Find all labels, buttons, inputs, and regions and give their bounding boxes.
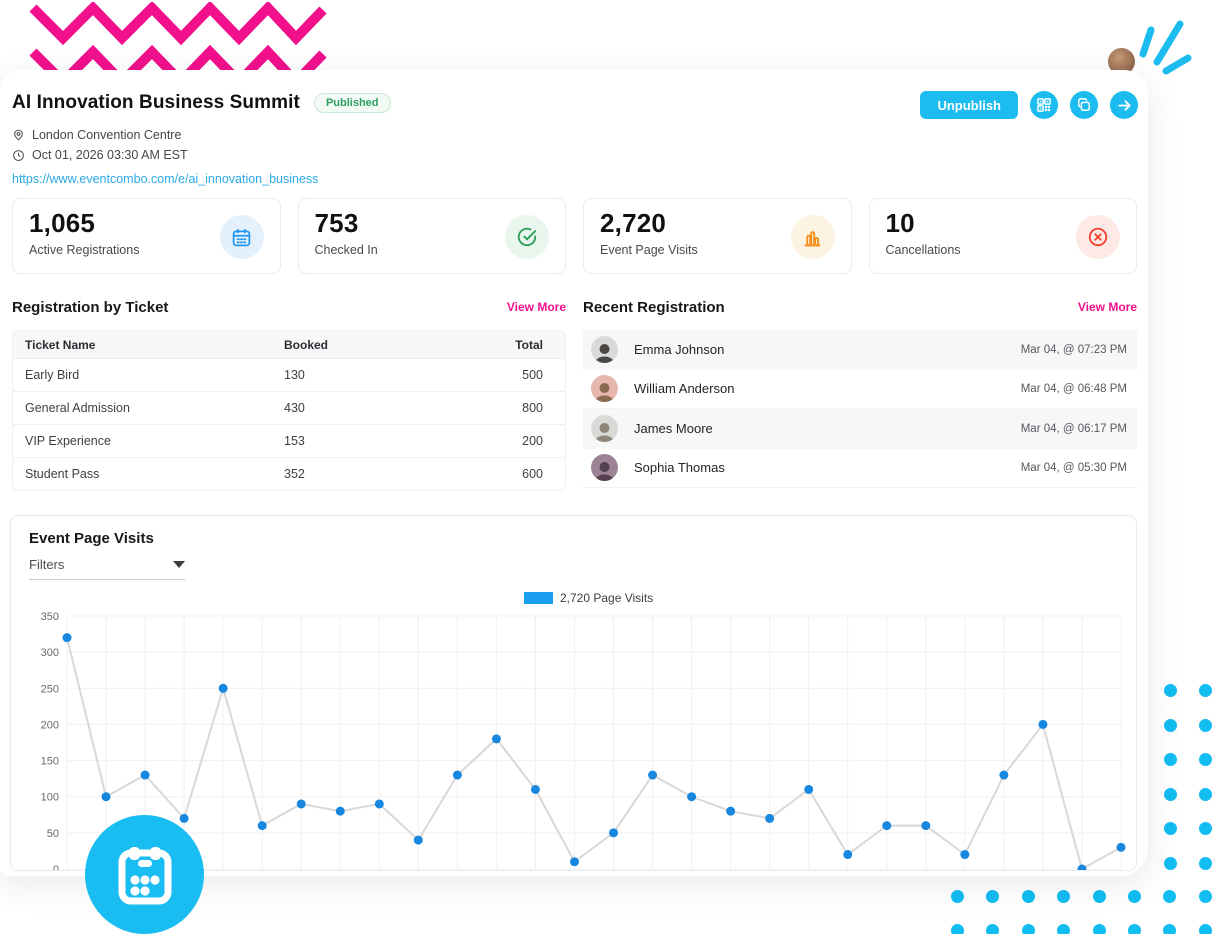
recent-view-more-link[interactable]: View More bbox=[1077, 300, 1137, 314]
avatar bbox=[591, 454, 618, 482]
go-to-event-button[interactable] bbox=[1110, 91, 1138, 119]
stat-value: 753 bbox=[314, 208, 359, 238]
filters-label: Filters bbox=[29, 557, 65, 572]
copy-icon bbox=[1078, 98, 1090, 111]
event-location-text: London Convention Centre bbox=[32, 128, 182, 142]
calendar-grid-icon bbox=[118, 846, 171, 904]
column-header-booked: Booked bbox=[284, 337, 329, 352]
svg-text:300: 300 bbox=[41, 647, 59, 659]
stat-value: 2,720 bbox=[600, 208, 667, 238]
qr-code-button[interactable] bbox=[1030, 91, 1058, 119]
chart-legend: 2,720 Page Visits bbox=[524, 591, 653, 605]
registration-time: Mar 04, @ 07:23 PM bbox=[1020, 343, 1127, 356]
stat-label: Event Page Visits bbox=[600, 243, 698, 257]
event-datetime-text: Oct 01, 2026 03:30 AM EST bbox=[32, 148, 188, 162]
pink-zigzag-decoration bbox=[29, 2, 327, 82]
column-header-ticket-name: Ticket Name bbox=[25, 337, 96, 352]
stats-row: 1,065 Active Registrations 753 Checked I… bbox=[12, 198, 1137, 274]
cyan-slashes-decoration bbox=[1139, 20, 1192, 75]
list-item: Sophia Thomas Mar 04, @ 05:30 PM bbox=[583, 448, 1137, 488]
svg-text:0: 0 bbox=[53, 864, 59, 871]
tickets-table-header: Ticket Name Booked Total bbox=[13, 331, 565, 358]
stat-card-active-registrations: 1,065 Active Registrations bbox=[12, 198, 281, 274]
table-row: Early Bird 130 500 bbox=[13, 358, 565, 391]
svg-text:50: 50 bbox=[47, 828, 59, 840]
list-item: William Anderson Mar 04, @ 06:48 PM bbox=[583, 369, 1137, 409]
registrant-name: Emma Johnson bbox=[634, 342, 725, 358]
arrow-right-icon bbox=[1117, 99, 1131, 111]
page-visits-line-chart: 0 50 100 150 200 250 300 350 bbox=[41, 611, 1126, 871]
legend-swatch bbox=[524, 592, 553, 604]
svg-text:200: 200 bbox=[41, 719, 59, 731]
status-badge: Published bbox=[313, 93, 391, 113]
list-item: James Moore Mar 04, @ 06:17 PM bbox=[583, 409, 1137, 449]
legend-label: 2,720 Page Visits bbox=[560, 591, 654, 605]
registration-time: Mar 04, @ 06:48 PM bbox=[1020, 382, 1127, 395]
x-circle-icon bbox=[1088, 227, 1108, 247]
qr-code-icon bbox=[1037, 98, 1051, 112]
list-item: Emma Johnson Mar 04, @ 07:23 PM bbox=[583, 330, 1137, 370]
event-url-link[interactable]: https://www.eventcombo.com/e/ai_innovati… bbox=[12, 172, 319, 186]
tickets-view-more-link[interactable]: View More bbox=[506, 300, 566, 314]
stat-card-page-visits: 2,720 Event Page Visits bbox=[583, 198, 852, 274]
svg-text:350: 350 bbox=[41, 611, 59, 623]
stat-label: Checked In bbox=[314, 243, 378, 257]
event-page-visits-card: Event Page Visits Filters 2,720 Page Vis… bbox=[10, 515, 1137, 871]
page-title: AI Innovation Business Summit bbox=[12, 92, 300, 113]
avatar bbox=[591, 415, 618, 443]
bar-chart-icon bbox=[804, 230, 821, 246]
event-location: London Convention Centre bbox=[12, 125, 391, 145]
table-row: General Admission 430 800 bbox=[13, 391, 565, 424]
tickets-table: Ticket Name Booked Total Early Bird 130 … bbox=[12, 330, 566, 491]
event-datetime: Oct 01, 2026 03:30 AM EST bbox=[12, 145, 391, 165]
svg-text:250: 250 bbox=[41, 683, 59, 695]
avatar bbox=[591, 375, 618, 403]
recent-registration-list: Emma Johnson Mar 04, @ 07:23 PM William … bbox=[583, 330, 1137, 488]
avatar bbox=[591, 336, 618, 364]
svg-text:100: 100 bbox=[41, 792, 59, 804]
column-header-total: Total bbox=[515, 337, 543, 352]
stat-card-checked-in: 753 Checked In bbox=[297, 198, 566, 274]
event-dashboard-panel: AI Innovation Business Summit Published … bbox=[0, 70, 1148, 876]
stat-label: Cancellations bbox=[885, 243, 961, 257]
registrant-name: William Anderson bbox=[634, 381, 735, 397]
table-row: Student Pass 352 600 bbox=[13, 457, 565, 490]
recent-section-title: Recent Registration bbox=[583, 298, 725, 316]
stat-value: 1,065 bbox=[29, 208, 96, 238]
location-pin-icon bbox=[14, 129, 23, 141]
filters-dropdown[interactable]: Filters bbox=[29, 557, 185, 580]
registrant-name: James Moore bbox=[634, 421, 713, 437]
registration-time: Mar 04, @ 05:30 PM bbox=[1020, 461, 1127, 474]
table-row: VIP Experience 153 200 bbox=[13, 424, 565, 457]
chart-title: Event Page Visits bbox=[29, 530, 154, 547]
registrant-name: Sophia Thomas bbox=[634, 460, 725, 476]
stat-value: 10 bbox=[885, 208, 915, 238]
tickets-section-title: Registration by Ticket bbox=[12, 298, 169, 316]
calendar-bubble-button[interactable] bbox=[85, 815, 204, 934]
stat-card-cancellations: 10 Cancellations bbox=[868, 198, 1137, 274]
registration-time: Mar 04, @ 06:17 PM bbox=[1020, 422, 1127, 435]
check-circle-icon bbox=[517, 227, 537, 247]
calendar-icon bbox=[232, 228, 251, 246]
chevron-down-icon bbox=[173, 561, 185, 568]
copy-button[interactable] bbox=[1070, 91, 1098, 119]
svg-text:150: 150 bbox=[41, 756, 59, 768]
unpublish-button[interactable]: Unpublish bbox=[920, 91, 1018, 119]
clock-icon bbox=[13, 149, 24, 161]
stat-label: Active Registrations bbox=[29, 243, 140, 257]
